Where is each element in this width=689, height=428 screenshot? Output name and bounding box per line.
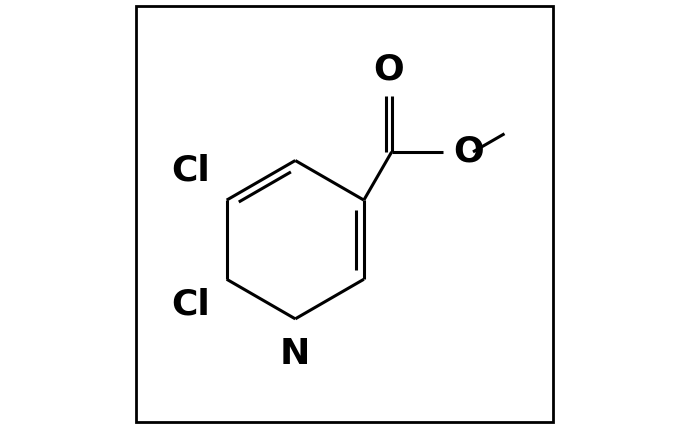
Text: N: N	[280, 337, 311, 371]
Text: Cl: Cl	[171, 153, 209, 187]
Text: O: O	[373, 53, 404, 87]
Text: O: O	[454, 135, 484, 169]
Text: Cl: Cl	[171, 288, 209, 322]
